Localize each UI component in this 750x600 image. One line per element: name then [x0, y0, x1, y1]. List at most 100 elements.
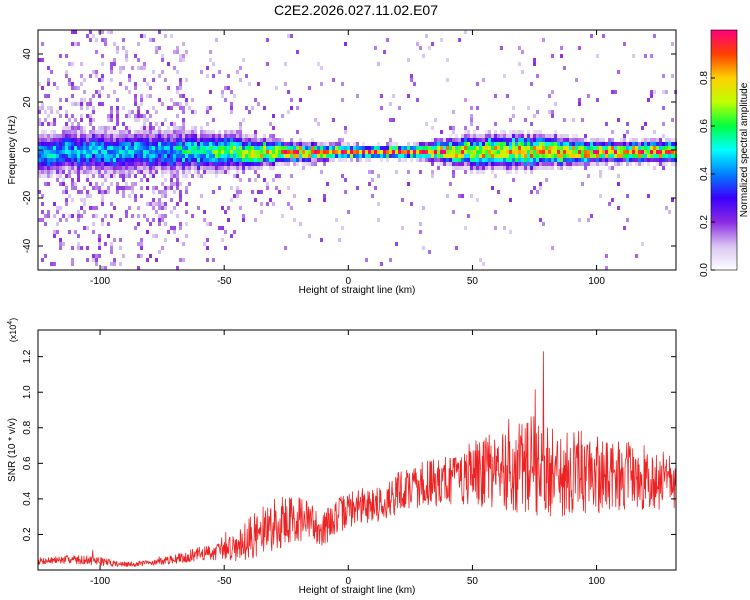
spectrogram-cell — [230, 90, 233, 94]
spectrogram-cell — [107, 234, 110, 238]
spectrogram-cell — [491, 142, 494, 146]
spectrogram-cell — [110, 30, 113, 34]
spectrogram-cell — [521, 142, 524, 146]
spectrogram-cell — [284, 146, 287, 150]
spectrogram-cell — [479, 142, 482, 146]
spectrogram-cell — [143, 34, 146, 38]
spectrogram-cell — [89, 162, 92, 166]
spectrogram-cell — [275, 150, 278, 154]
spectrogram-cell — [263, 142, 266, 146]
spectrogram-cell — [74, 134, 77, 138]
spectrogram-x-tick-label: 0 — [346, 276, 352, 287]
spectrogram-cell — [467, 150, 470, 154]
spectrogram-cell — [398, 158, 401, 162]
spectrogram-cell — [257, 174, 260, 178]
spectrogram-cell — [239, 190, 242, 194]
spectrogram-cell — [92, 142, 95, 146]
spectrogram-cell — [506, 94, 509, 98]
spectrogram-cell — [467, 134, 470, 138]
spectrogram-cell — [95, 38, 98, 42]
spectrogram-cell — [557, 134, 560, 138]
spectrogram-cell — [245, 106, 248, 110]
spectrogram-cell — [470, 118, 473, 122]
spectrogram-cell — [173, 66, 176, 70]
spectrogram-cell — [128, 166, 131, 170]
spectrogram-cell — [41, 158, 44, 162]
spectrogram-cell — [653, 90, 656, 94]
spectrogram-cell — [452, 162, 455, 166]
spectrogram-cell — [113, 150, 116, 154]
spectrogram-cell — [467, 154, 470, 158]
spectrogram-cell — [533, 58, 536, 62]
spectrogram-cell — [188, 106, 191, 110]
spectrogram-cell — [179, 82, 182, 86]
spectrogram-cell — [437, 138, 440, 142]
spectrogram-cell — [134, 182, 137, 186]
spectrogram-cell — [113, 170, 116, 174]
spectrogram-cell — [281, 142, 284, 146]
spectrogram-cell — [275, 186, 278, 190]
spectrogram-cell — [95, 138, 98, 142]
spectrogram-cell — [290, 98, 293, 102]
spectrogram-cell — [161, 58, 164, 62]
spectrogram-cell — [143, 126, 146, 130]
spectrogram-cell — [134, 166, 137, 170]
spectrogram-cell — [203, 154, 206, 158]
spectrogram-cell — [239, 166, 242, 170]
spectrogram-cell — [230, 106, 233, 110]
spectrogram-cell — [329, 150, 332, 154]
spectrogram-cell — [443, 154, 446, 158]
spectrogram-cell — [41, 106, 44, 110]
spectrogram-cell — [578, 46, 581, 50]
spectrogram-cell — [224, 166, 227, 170]
spectrogram-cell — [665, 138, 668, 142]
spectrogram-cell — [464, 158, 467, 162]
spectrogram-cell — [563, 138, 566, 142]
spectrogram-cell — [182, 126, 185, 130]
spectrogram-cell — [44, 118, 47, 122]
spectrogram-cell — [74, 102, 77, 106]
spectrogram-cell — [380, 158, 383, 162]
spectrogram-cell — [359, 150, 362, 154]
spectrogram-cell — [380, 150, 383, 154]
spectrogram-cell — [542, 146, 545, 150]
spectrogram-cell — [506, 138, 509, 142]
spectrogram-cell — [665, 150, 668, 154]
spectrogram-cell — [242, 166, 245, 170]
spectrogram-cell — [470, 158, 473, 162]
spectrogram-cell — [104, 166, 107, 170]
spectrogram-cell — [665, 142, 668, 146]
spectrogram-cell — [605, 254, 608, 258]
spectrogram-cell — [104, 214, 107, 218]
spectrogram-cell — [149, 126, 152, 130]
spectrogram-cell — [524, 134, 527, 138]
spectrogram-cell — [320, 154, 323, 158]
spectrogram-cell — [119, 170, 122, 174]
spectrogram-cell — [572, 142, 575, 146]
spectrogram-cell — [47, 214, 50, 218]
spectrogram-cell — [530, 82, 533, 86]
spectrogram-cell — [194, 110, 197, 114]
spectrogram-cell — [386, 38, 389, 42]
spectrogram-cell — [134, 198, 137, 202]
spectrogram-cell — [230, 158, 233, 162]
spectrogram-cell — [593, 150, 596, 154]
spectrogram-cell — [587, 158, 590, 162]
spectrogram-cell — [185, 134, 188, 138]
spectrogram-cell — [71, 134, 74, 138]
spectrogram-cell — [161, 166, 164, 170]
spectrogram-cell — [218, 146, 221, 150]
spectrogram-cell — [221, 226, 224, 230]
spectrogram-cell — [428, 154, 431, 158]
spectrogram-cell — [533, 158, 536, 162]
spectrogram-cell — [308, 154, 311, 158]
colorbar-tick-label: 0.0 — [699, 263, 710, 277]
spectrogram-cell — [236, 154, 239, 158]
spectrogram-cell — [344, 158, 347, 162]
colorbar-tick-label: 0.2 — [699, 215, 710, 229]
spectrogram-cell — [605, 162, 608, 166]
spectrogram-cell — [602, 162, 605, 166]
spectrogram-cell — [41, 146, 44, 150]
spectrogram-cell — [500, 158, 503, 162]
spectrogram-cell — [221, 134, 224, 138]
